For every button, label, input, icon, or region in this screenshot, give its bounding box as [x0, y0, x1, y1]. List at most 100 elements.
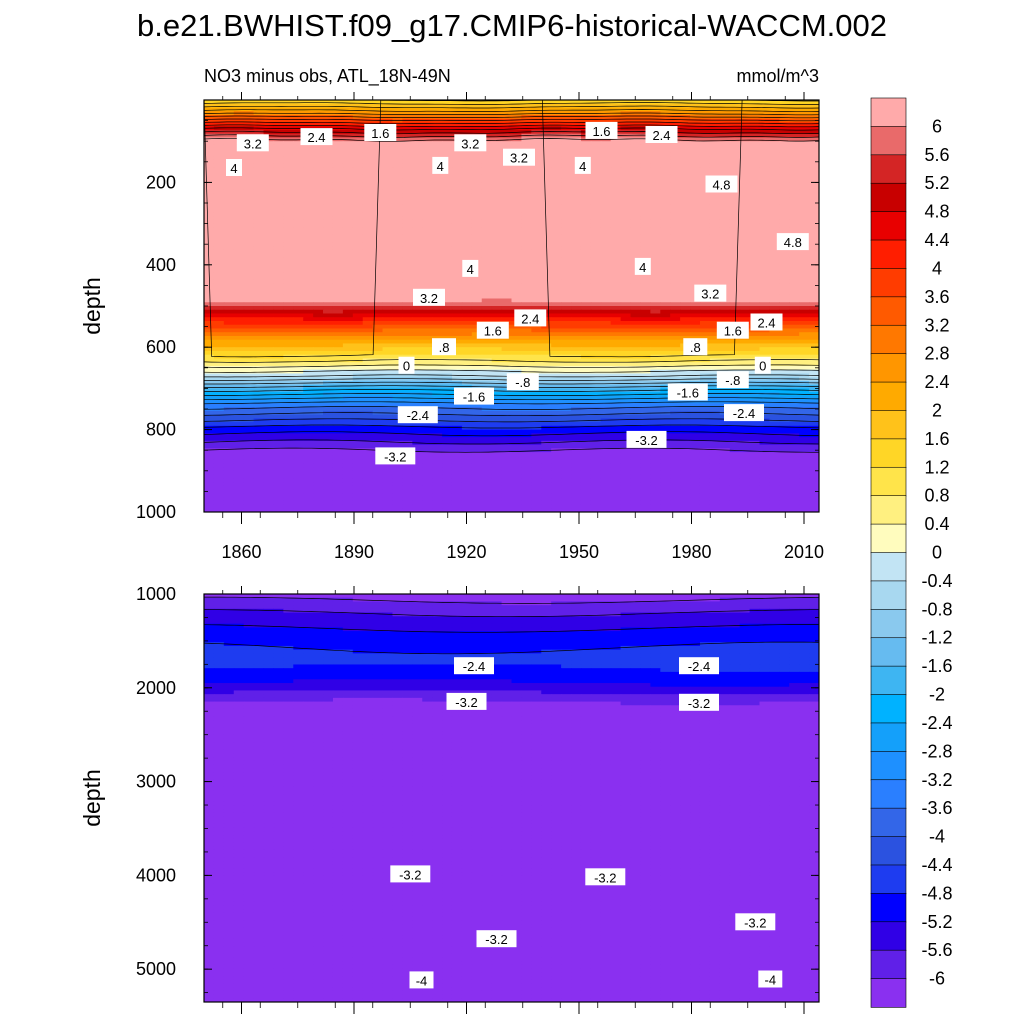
- contour-cell: [352, 171, 364, 176]
- contour-cell: [432, 380, 443, 386]
- contour-cell: [491, 152, 503, 157]
- contour-cell: [680, 369, 691, 375]
- contour-cell: [412, 343, 423, 348]
- contour-cell: [422, 246, 433, 251]
- contour-cell: [422, 272, 433, 277]
- contour-cell: [650, 148, 661, 154]
- contour-cell: [680, 204, 691, 210]
- contour-cell: [372, 392, 384, 397]
- contour-cell: [809, 141, 819, 146]
- contour-cell: [610, 279, 622, 285]
- contour-cell: [719, 163, 731, 169]
- contour-cell: [551, 212, 562, 217]
- contour-cell: [551, 272, 562, 277]
- contour-cell: [541, 156, 552, 161]
- contour-cell: [709, 212, 721, 217]
- contour-cell: [342, 174, 354, 180]
- contour-cell: [650, 261, 661, 266]
- contour-cell: [809, 395, 819, 401]
- contour-cell: [481, 152, 493, 157]
- contour-cell: [372, 148, 384, 154]
- contour-cell: [759, 347, 770, 352]
- contour-cell: [759, 148, 770, 154]
- contour-cell: [213, 332, 225, 337]
- contour-cell: [263, 268, 275, 273]
- contour-cell: [481, 279, 493, 285]
- contour-cell: [263, 332, 275, 337]
- contour-cell: [551, 332, 562, 337]
- contour-cell: [719, 261, 731, 266]
- contour-cell: [809, 320, 819, 326]
- contour-cell: [759, 302, 770, 307]
- contour-cell: [630, 343, 642, 348]
- contour-cell: [670, 189, 681, 195]
- contour-cell: [323, 343, 334, 348]
- contour-cell: [521, 291, 532, 296]
- contour-cell: [670, 204, 681, 210]
- contour-cell: [392, 358, 403, 363]
- contour-cell: [273, 212, 284, 217]
- contour-cell: [600, 358, 612, 363]
- contour-cell: [432, 107, 443, 112]
- contour-cell: [650, 320, 661, 326]
- contour-cell: [422, 227, 433, 232]
- contour-cell: [442, 148, 453, 154]
- contour-cell: [690, 362, 701, 367]
- contour-cell: [253, 324, 265, 330]
- contour-cell: [729, 129, 741, 135]
- contour-cell: [759, 283, 770, 288]
- contour-cell: [451, 216, 463, 221]
- contour-cell: [352, 320, 364, 326]
- contour-cell: [303, 197, 314, 202]
- contour-cell: [759, 279, 770, 285]
- contour-cell: [491, 182, 503, 187]
- contour-cell: [213, 392, 225, 397]
- contour-cell: [729, 107, 741, 112]
- contour-cell: [610, 392, 622, 397]
- contour-cell: [660, 100, 671, 105]
- contour-cell: [670, 174, 681, 180]
- contour-cell: [372, 306, 384, 311]
- contour-cell: [253, 171, 265, 176]
- contour-cell: [759, 373, 770, 378]
- contour-cell: [521, 234, 532, 240]
- contour-cell: [461, 347, 473, 352]
- contour-cell: [580, 219, 592, 225]
- contour-cell: [332, 392, 344, 397]
- contour-cell: [471, 174, 483, 180]
- contour-cell: [471, 238, 483, 243]
- contour-cell: [501, 365, 513, 371]
- contour-cell: [719, 129, 731, 135]
- contour-cell: [680, 141, 691, 146]
- contour-cell: [670, 144, 681, 150]
- contour-cell: [660, 373, 671, 378]
- contour-cell: [739, 126, 751, 131]
- contour-cell: [660, 249, 671, 255]
- contour-cell: [759, 204, 770, 210]
- contour-cell: [204, 350, 215, 356]
- contour-cell: [799, 197, 810, 202]
- contour-cell: [451, 298, 463, 303]
- contour-cell: [501, 208, 513, 213]
- contour-cell: [213, 182, 225, 187]
- contour-cell: [342, 201, 354, 206]
- contour-cell: [580, 328, 592, 333]
- contour-cell: [362, 272, 374, 277]
- contour-cell: [571, 208, 582, 213]
- contour-cell: [719, 276, 731, 281]
- contour-cell: [699, 163, 711, 169]
- contour-cell: [342, 234, 354, 240]
- contour-cell: [571, 298, 582, 303]
- contour-cell: [471, 219, 483, 225]
- contour-cell: [461, 107, 473, 112]
- contour-cell: [590, 193, 602, 198]
- contour-cell: [541, 309, 552, 315]
- contour-cell: [382, 174, 394, 180]
- contour-cell: [233, 272, 245, 277]
- contour-cell: [541, 354, 552, 360]
- contour-cell: [709, 320, 721, 326]
- contour-cell: [372, 156, 384, 161]
- contour-cell: [610, 208, 622, 213]
- contour-cell: [233, 114, 245, 120]
- contour-cell: [263, 219, 275, 225]
